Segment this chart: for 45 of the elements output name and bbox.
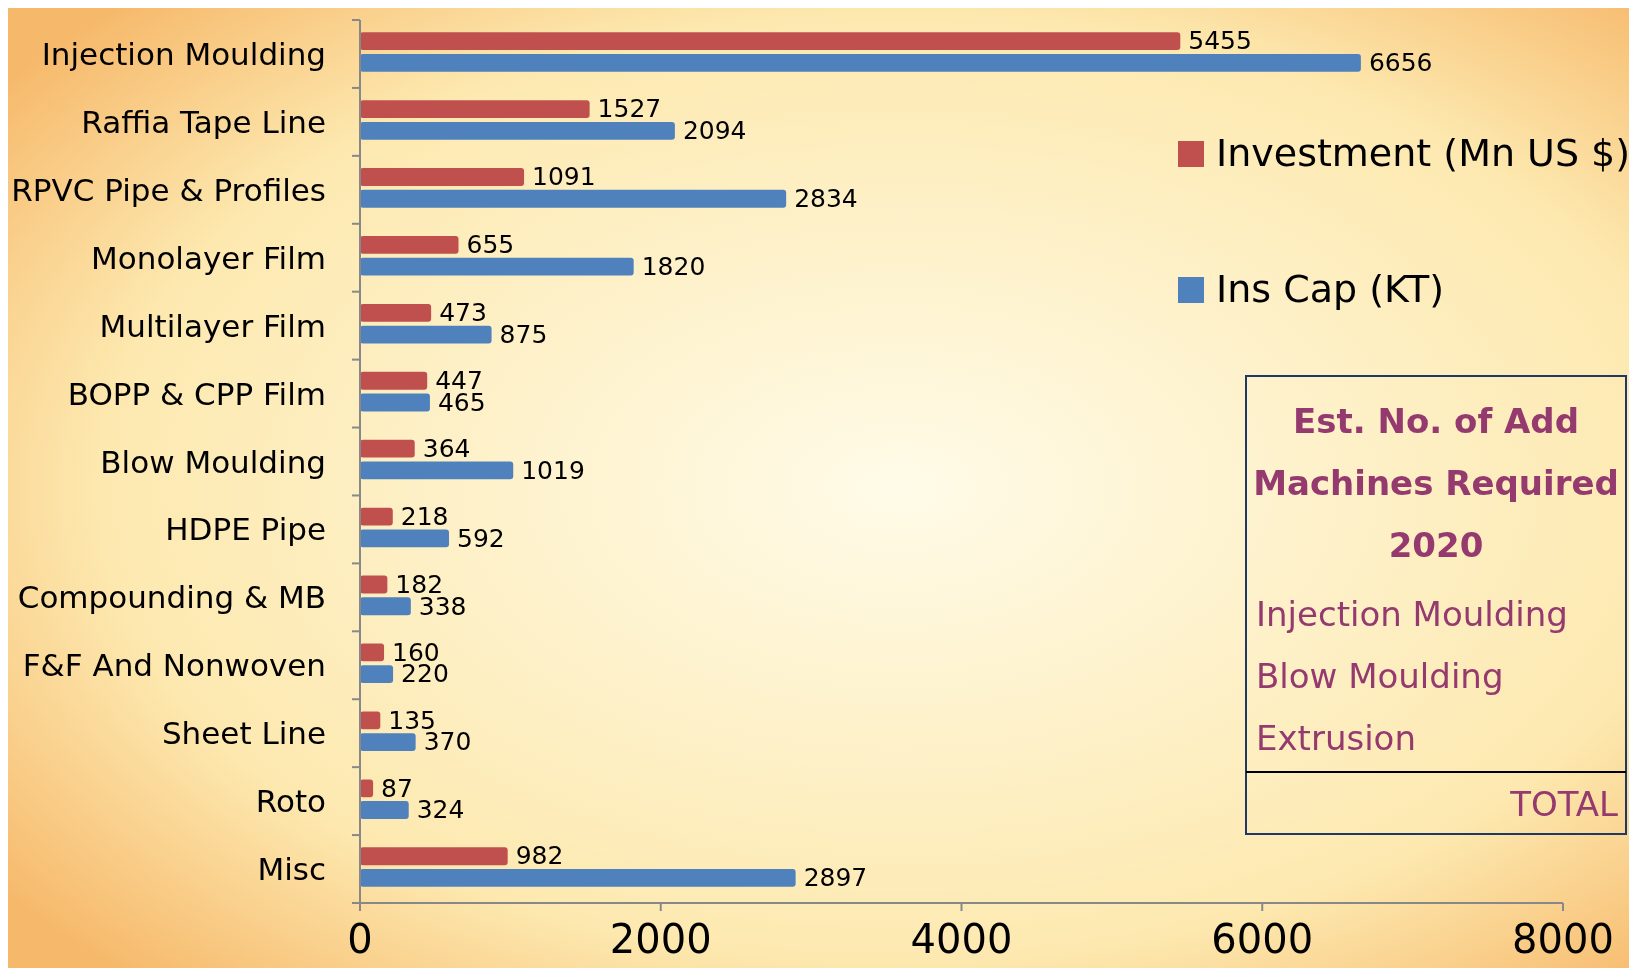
data-label: 1091 [532, 162, 596, 192]
y-tick-label: Sheet Line [161, 715, 326, 752]
data-label: 324 [416, 795, 465, 825]
data-label: 87 [381, 773, 413, 803]
y-tick-label: Injection Moulding [41, 35, 326, 72]
data-label: 1019 [521, 455, 585, 485]
annotation: Machines Required [1253, 463, 1619, 503]
x-tick-label: 0 [347, 916, 373, 962]
data-label: 655 [466, 230, 515, 260]
data-label: 473 [439, 298, 487, 328]
data-label: 6656 [1368, 48, 1433, 78]
y-tick-label: Misc [257, 851, 326, 888]
y-tick-label: RPVC Pipe & Profiles [11, 171, 326, 208]
x-tick-label: 4000 [910, 916, 1013, 962]
y-tick-label: F&F And Nonwoven [22, 647, 326, 684]
legend-label: Investment (Mn US $) [1216, 131, 1631, 175]
annotation: Blow Moulding [1256, 656, 1504, 696]
y-tick-label: Blow Moulding [100, 443, 326, 480]
legend-label: Ins Cap (KT) [1216, 267, 1445, 311]
data-label: 5455 [1188, 26, 1252, 56]
data-label: 875 [499, 319, 548, 349]
y-tick-label: Monolayer Film [91, 239, 326, 276]
y-tick-label: Multilayer Film [99, 307, 326, 344]
x-tick-label: 2000 [609, 916, 712, 962]
y-tick-label: Roto [255, 783, 326, 820]
x-tick-label: 6000 [1211, 916, 1314, 962]
annotation: Injection Moulding [1256, 594, 1568, 634]
data-label: 2897 [803, 863, 868, 893]
data-label: 2834 [794, 184, 858, 213]
y-tick-label: BOPP & CPP Film [67, 375, 326, 412]
data-label: 592 [457, 523, 505, 553]
data-label: 364 [422, 433, 471, 463]
annotation: 2020 [1388, 525, 1484, 565]
data-label: 1820 [641, 251, 706, 281]
data-label: 1527 [597, 94, 662, 124]
data-label: 982 [515, 841, 564, 871]
data-label: 218 [400, 501, 449, 531]
annotation: Extrusion [1256, 718, 1416, 758]
data-label: 2094 [682, 116, 747, 146]
annotation: TOTAL [1509, 784, 1619, 824]
y-tick-label: Raffia Tape Line [81, 103, 326, 140]
annotation: Est. No. of Add [1292, 401, 1580, 441]
x-tick-label: 8000 [1512, 916, 1614, 962]
y-tick-label: HDPE Pipe [165, 511, 326, 548]
y-tick-label: Compounding & MB [17, 579, 326, 616]
